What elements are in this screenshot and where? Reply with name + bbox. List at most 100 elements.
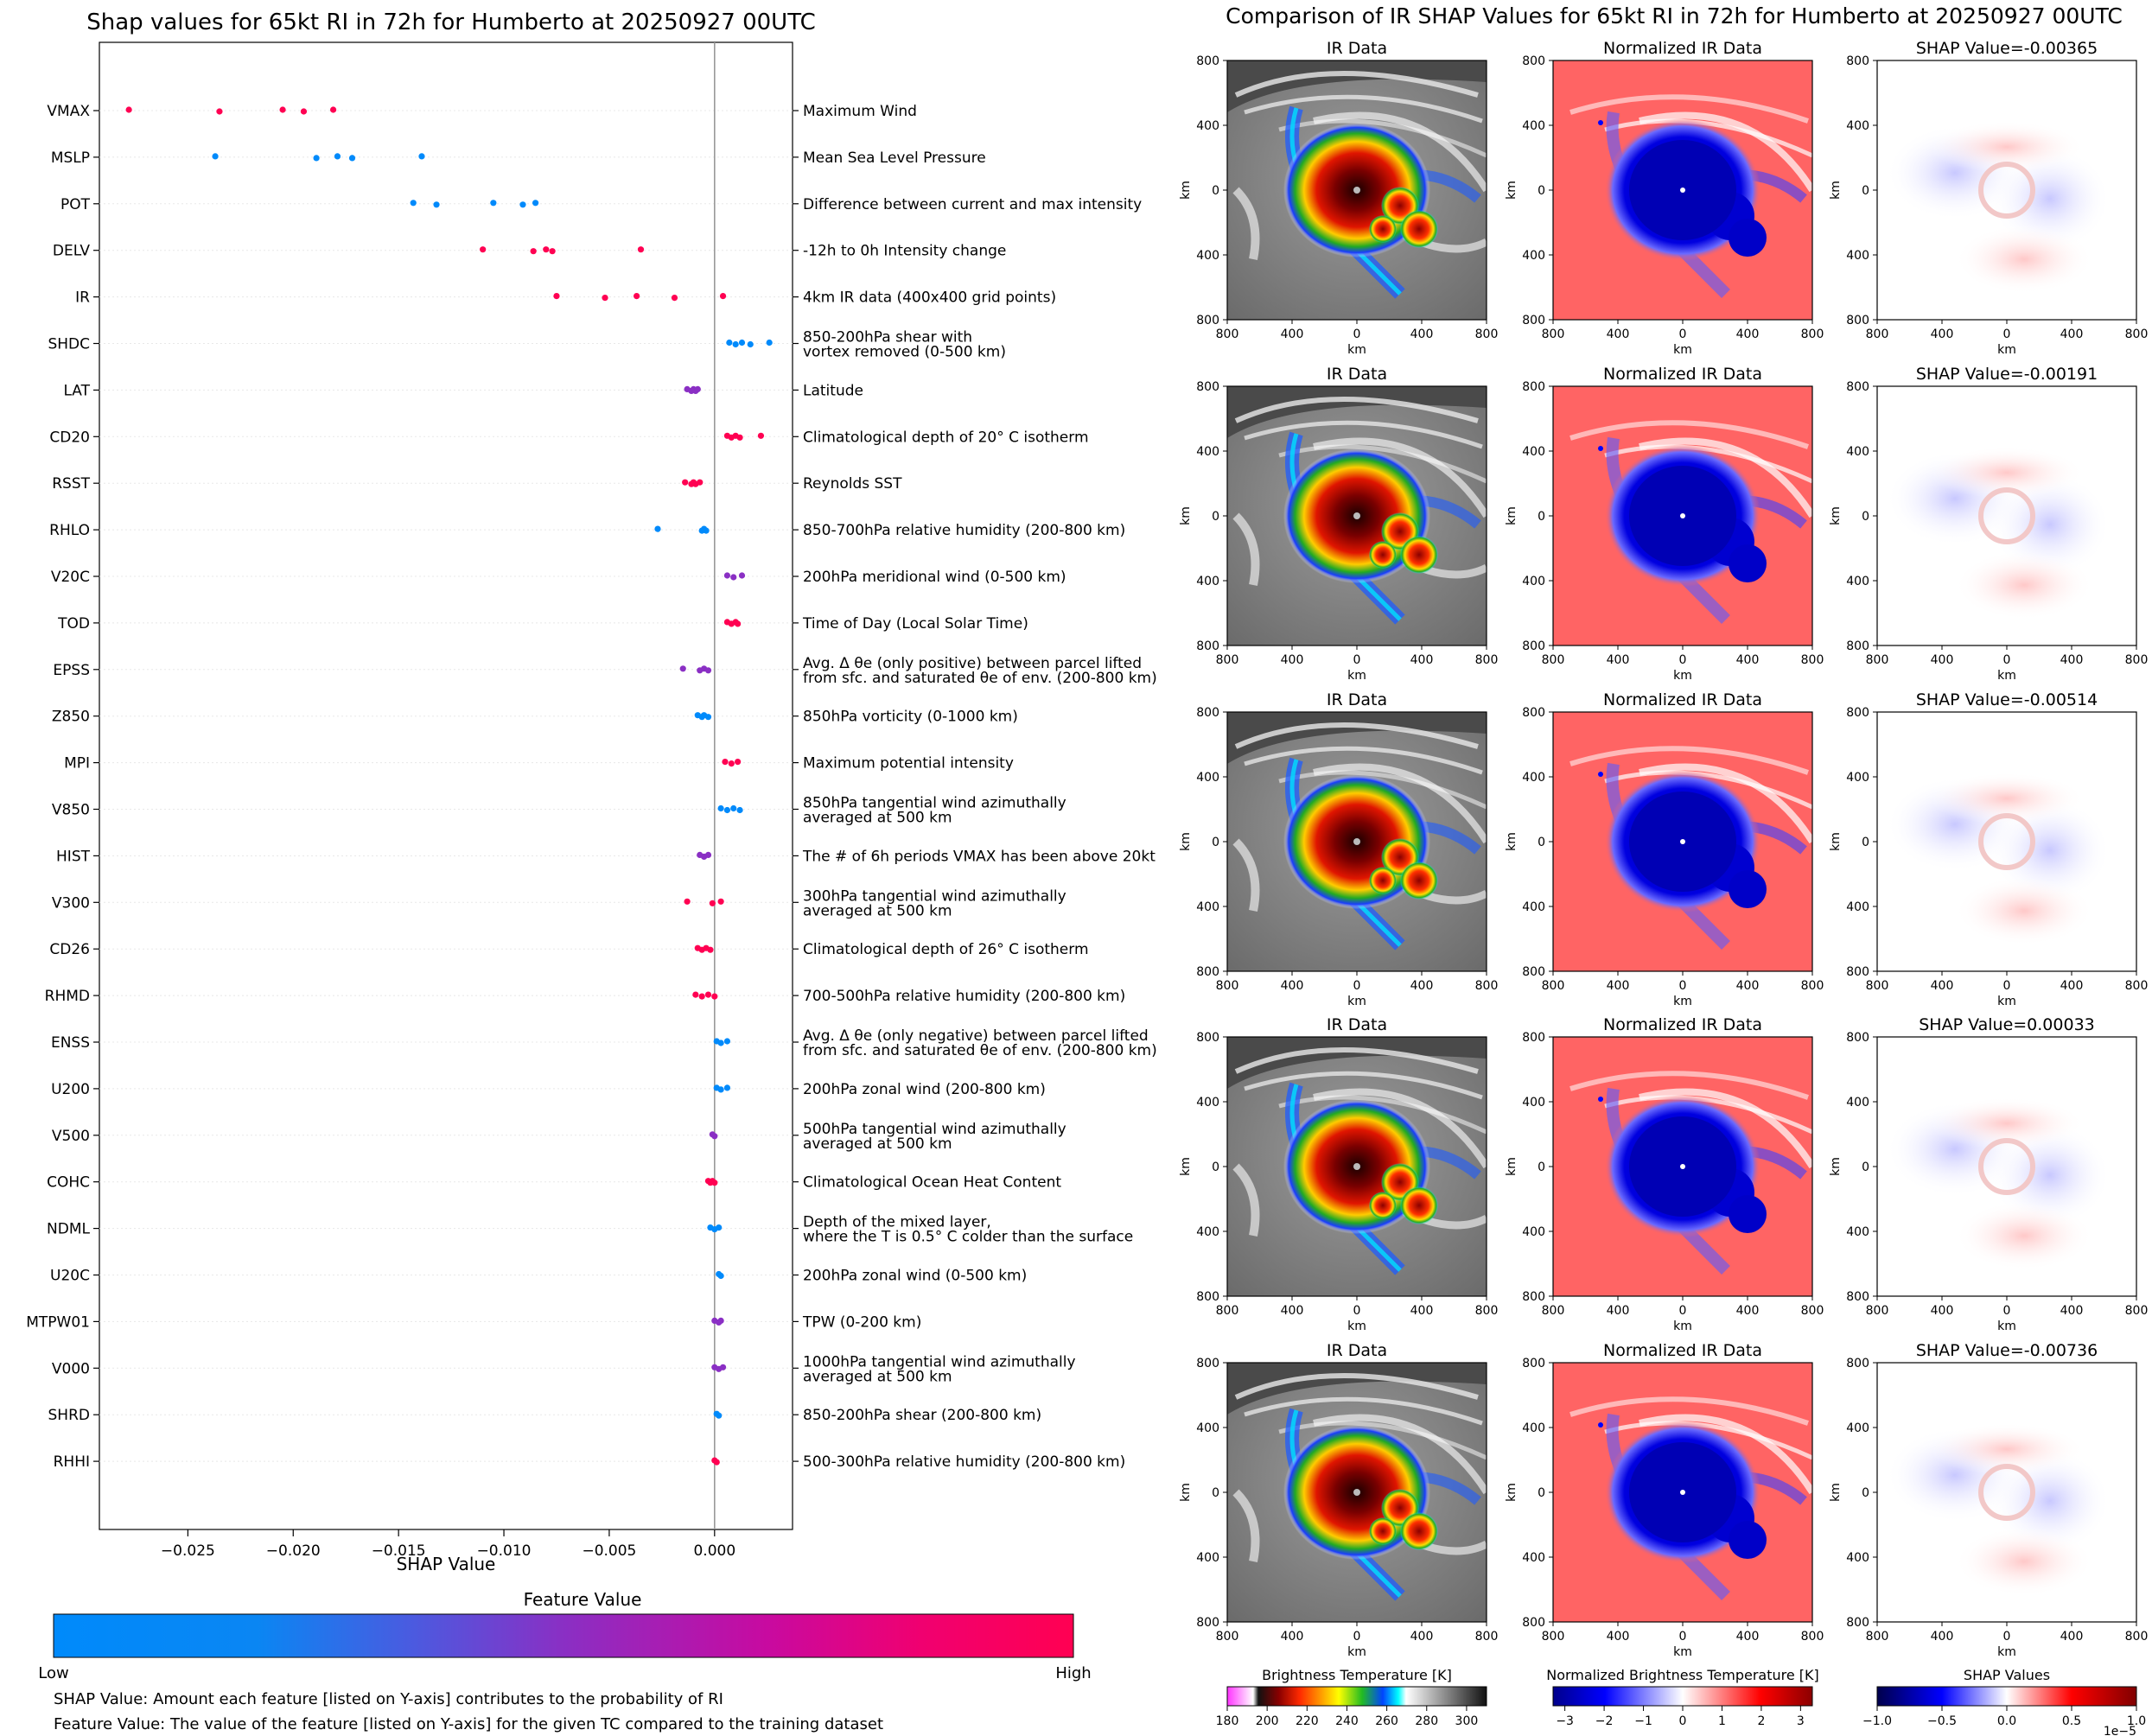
shap-point — [711, 1180, 718, 1186]
y-tick-label: 400 — [1846, 249, 1869, 263]
y-tick-label: 800 — [1196, 706, 1219, 720]
normalized-temp-colorbar: Normalized Brightness Temperature [K] −3… — [1546, 1667, 1819, 1728]
colorbar-tick-label: 0 — [1679, 1714, 1687, 1728]
y-tick-label: 800 — [1846, 965, 1869, 979]
feature-desc-v300: 300hPa tangential wind azimuthally — [803, 887, 1066, 905]
x-axis-label: km — [1997, 1645, 2016, 1659]
feature-label-lat: LAT — [63, 382, 90, 399]
shap-point — [530, 248, 537, 255]
y-tick-label: 800 — [1196, 1616, 1219, 1630]
x-tick-label: 400 — [2060, 979, 2084, 993]
x-tick-label: 800 — [1216, 979, 1239, 993]
y-axis-label: km — [1179, 1157, 1193, 1176]
y-tick-label: 800 — [1846, 314, 1869, 327]
y-axis-label: km — [1829, 181, 1843, 200]
shap-point — [684, 898, 691, 905]
x-tick-label: 800 — [1475, 979, 1499, 993]
colorbar-low-label: Low — [38, 1664, 68, 1682]
x-tick-label: 0.000 — [693, 1542, 735, 1560]
shap-panel: SHAP Value=-0.00191800800400400004004008… — [1829, 365, 2148, 683]
x-tick-label: 800 — [1475, 1630, 1499, 1644]
feature-desc-rhmd: 700-500hPa relative humidity (200-800 km… — [803, 988, 1125, 1005]
shap-points — [125, 106, 773, 1466]
shap-point — [717, 804, 724, 812]
y-axis-label: km — [1179, 832, 1193, 851]
y-axis-label: km — [1505, 832, 1518, 851]
panel-title: IR Data — [1327, 39, 1387, 58]
shap-point — [723, 572, 731, 579]
x-tick-label: 0 — [1679, 1630, 1687, 1644]
colorbar-tick-label: 260 — [1375, 1714, 1398, 1728]
x-tick-label: 800 — [1216, 1630, 1239, 1644]
shap-point — [757, 432, 765, 439]
x-tick-label: −0.015 — [372, 1542, 426, 1560]
y-axis-label: km — [1505, 506, 1518, 525]
x-tick-label: −0.010 — [477, 1542, 532, 1560]
y-tick-label: 400 — [1846, 1421, 1869, 1435]
feature-label-delv: DELV — [53, 243, 90, 260]
y-tick-label: 400 — [1522, 445, 1545, 459]
colorbar-tick-label: 300 — [1455, 1714, 1479, 1728]
shap-point — [549, 248, 556, 255]
x-axis-ticks: −0.025 −0.020 −0.015 −0.010 −0.005 0.000 — [161, 1529, 735, 1560]
shap-point — [716, 1412, 723, 1419]
y-tick-label: 800 — [1522, 54, 1545, 68]
x-axis-label: km — [1673, 343, 1692, 357]
y-axis-label: km — [1179, 181, 1193, 200]
x-tick-label: 800 — [2125, 1304, 2149, 1318]
x-tick-label: 400 — [1410, 979, 1434, 993]
y-tick-label: 800 — [1196, 965, 1219, 979]
x-tick-label: 0 — [1679, 979, 1687, 993]
shap-point — [719, 293, 727, 300]
x-tick-label: 400 — [1281, 1630, 1304, 1644]
x-tick-label: 400 — [1607, 1630, 1630, 1644]
y-tick-label: 400 — [1846, 771, 1869, 785]
x-axis-label: km — [1673, 669, 1692, 683]
feature-label-pot: POT — [60, 196, 91, 213]
shap-point — [704, 714, 712, 721]
feature-desc-pot: Difference between current and max inten… — [803, 196, 1142, 213]
x-axis-label: SHAP Value — [397, 1554, 496, 1574]
shap-point — [709, 900, 716, 906]
x-tick-label: 0 — [1679, 1304, 1687, 1318]
shap-point — [682, 479, 689, 486]
y-tick-label: 0 — [1862, 1486, 1869, 1500]
x-tick-label: 800 — [1542, 653, 1565, 667]
feature-label-tod: TOD — [57, 615, 90, 633]
x-tick-label: 400 — [2060, 653, 2084, 667]
x-tick-label: 800 — [1475, 1304, 1499, 1318]
feature-label-enss: ENSS — [51, 1034, 90, 1052]
feature-desc-u200: 200hPa zonal wind (200-800 km) — [803, 1081, 1046, 1098]
y-tick-label: 400 — [1846, 1225, 1869, 1239]
left-chart-title: Shap values for 65kt RI in 72h for Humbe… — [86, 10, 815, 35]
y-tick-label: 800 — [1846, 1357, 1869, 1370]
x-tick-label: 400 — [1410, 327, 1434, 341]
y-tick-label: 400 — [1522, 575, 1545, 588]
y-tick-label: 400 — [1196, 771, 1219, 785]
colorbar-tick-label: −0.5 — [1927, 1714, 1957, 1728]
feature-desc-mslp: Mean Sea Level Pressure — [803, 149, 986, 167]
shap-point — [334, 153, 341, 160]
brightness-colorbar-label: Brightness Temperature [K] — [1262, 1667, 1452, 1683]
shap-point — [602, 295, 608, 302]
panel-title: SHAP Value=-0.00365 — [1916, 39, 2098, 58]
shap-panel: SHAP Value=-0.00365800800400400004004008… — [1829, 39, 2148, 357]
y-tick-label: 800 — [1196, 1357, 1219, 1370]
feature-desc-v000: 1000hPa tangential wind azimuthally — [803, 1353, 1076, 1370]
feature-desc-delv: -12h to 0h Intensity change — [803, 243, 1006, 260]
shap-point — [634, 293, 640, 300]
x-tick-label: 0 — [1679, 653, 1687, 667]
x-axis-label: km — [1997, 343, 2016, 357]
x-tick-label: 400 — [1410, 653, 1434, 667]
shap-point — [490, 200, 497, 207]
feature-desc-rhlo: 850-700hPa relative humidity (200-800 km… — [803, 522, 1125, 539]
y-tick-label: 800 — [1522, 706, 1545, 720]
x-axis-label: km — [1347, 1319, 1366, 1333]
shap-colorbar-label: SHAP Values — [1964, 1667, 2050, 1683]
feature-desc-mtpw01: TPW (0-200 km) — [802, 1313, 921, 1331]
y-axis-label: km — [1829, 1483, 1843, 1502]
y-axis-label: km — [1829, 1157, 1843, 1176]
y-axis-label: km — [1829, 832, 1843, 851]
